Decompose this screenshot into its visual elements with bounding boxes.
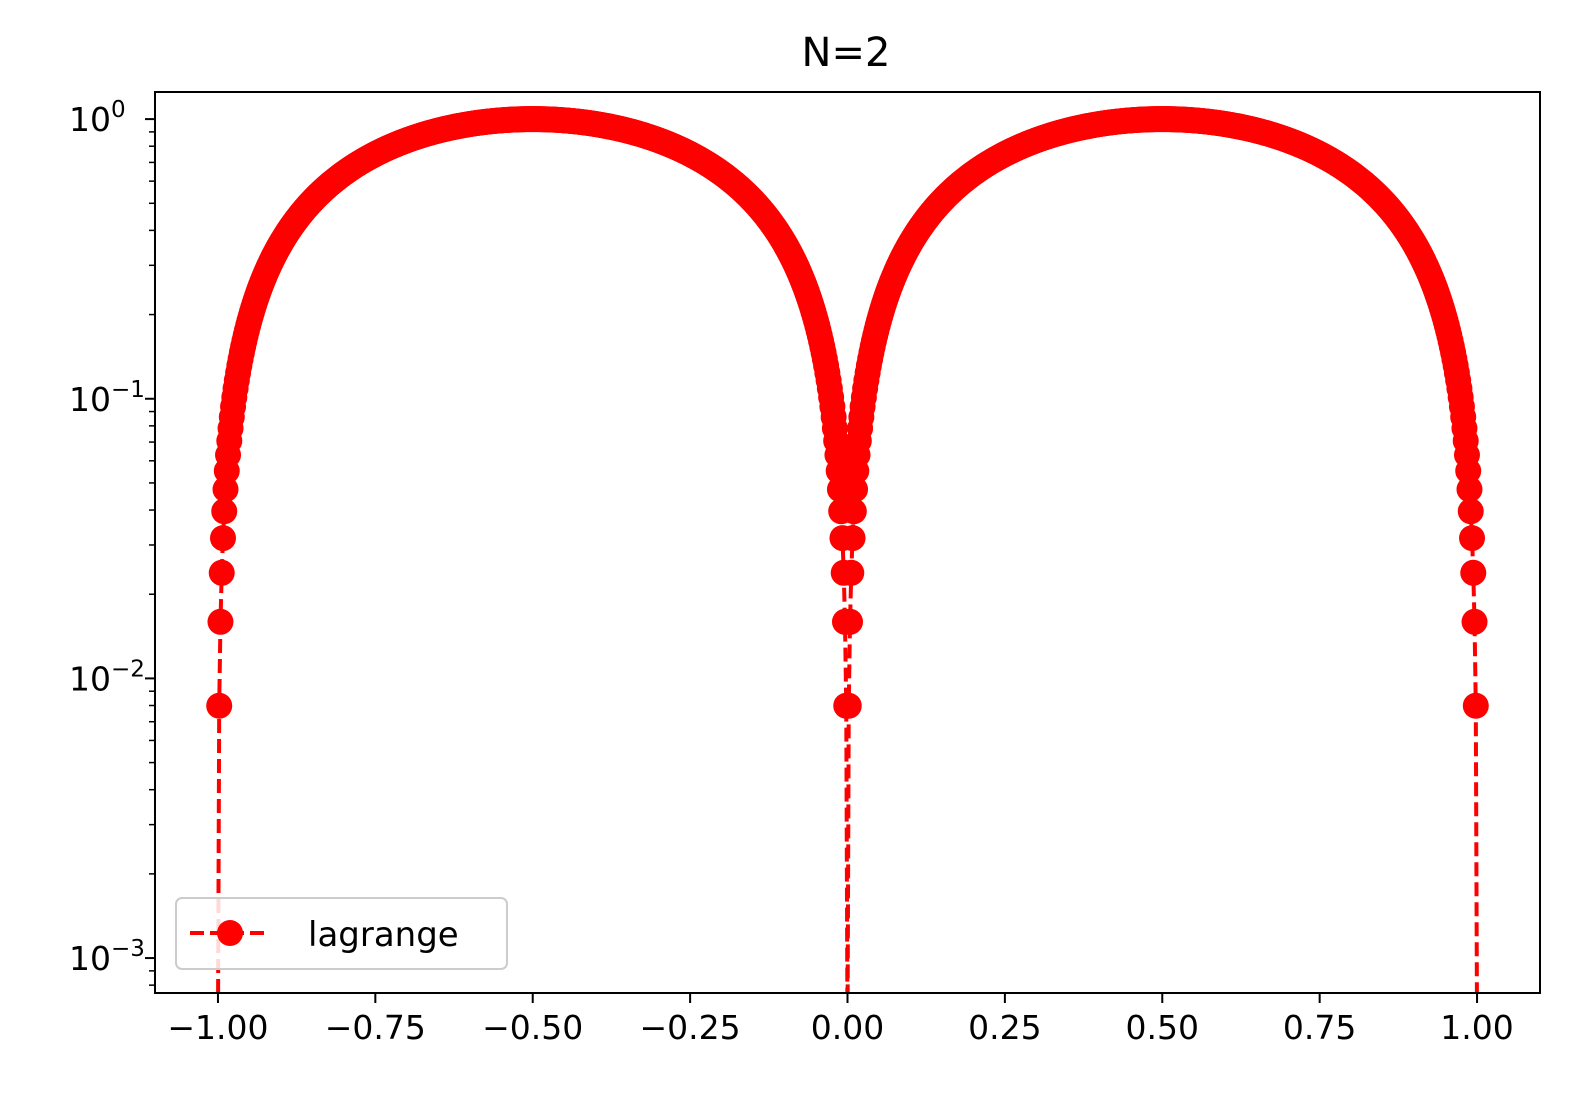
legend-marker-sample: [217, 920, 243, 946]
x-tick-label: −1.00: [167, 1008, 268, 1047]
x-tick-label: 0.50: [1126, 1008, 1199, 1047]
data-point: [835, 692, 862, 719]
x-tick-label: −0.25: [640, 1008, 741, 1047]
x-tick-label: −0.75: [325, 1008, 426, 1047]
y-tick-label: 10−1: [69, 377, 145, 419]
chart-title: N=2: [802, 30, 891, 76]
data-point: [1460, 559, 1487, 586]
data-point: [206, 692, 233, 719]
legend-label-lagrange: lagrange: [308, 915, 459, 955]
data-point: [211, 498, 238, 525]
x-tick-label: 0.75: [1283, 1008, 1356, 1047]
legend: lagrange: [175, 897, 508, 970]
x-tick-label: 1.00: [1440, 1008, 1513, 1047]
x-tick-label: 0.00: [811, 1008, 884, 1047]
series-layer: [206, 106, 1489, 993]
data-point: [837, 608, 864, 635]
data-point: [1455, 457, 1482, 484]
data-point: [208, 559, 235, 586]
x-tick-label: 0.25: [968, 1008, 1041, 1047]
data-point: [838, 559, 865, 586]
data-point: [1462, 692, 1489, 719]
data-point: [1456, 476, 1483, 503]
y-tick-label: 100: [69, 97, 126, 139]
data-point: [207, 608, 234, 635]
data-point: [840, 498, 867, 525]
data-point: [209, 525, 236, 552]
data-point: [1457, 498, 1484, 525]
data-point: [212, 476, 239, 503]
y-tick-label: 10−2: [69, 656, 145, 698]
data-point: [839, 525, 866, 552]
plot-area-frame: [154, 91, 1541, 994]
legend-box: [175, 897, 508, 970]
ticks-layer: −1.00 −0.75 −0.50 −0.25 0.00 0.25 0.50 0.75 1.00…: [69, 97, 1514, 1047]
x-tick-label: −0.50: [482, 1008, 583, 1047]
y-tick-label: 10−3: [69, 936, 145, 978]
data-point: [1461, 608, 1488, 635]
data-point: [1459, 525, 1486, 552]
data-point: [842, 476, 869, 503]
